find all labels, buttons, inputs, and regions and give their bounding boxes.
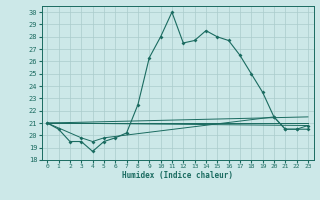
X-axis label: Humidex (Indice chaleur): Humidex (Indice chaleur) <box>122 171 233 180</box>
